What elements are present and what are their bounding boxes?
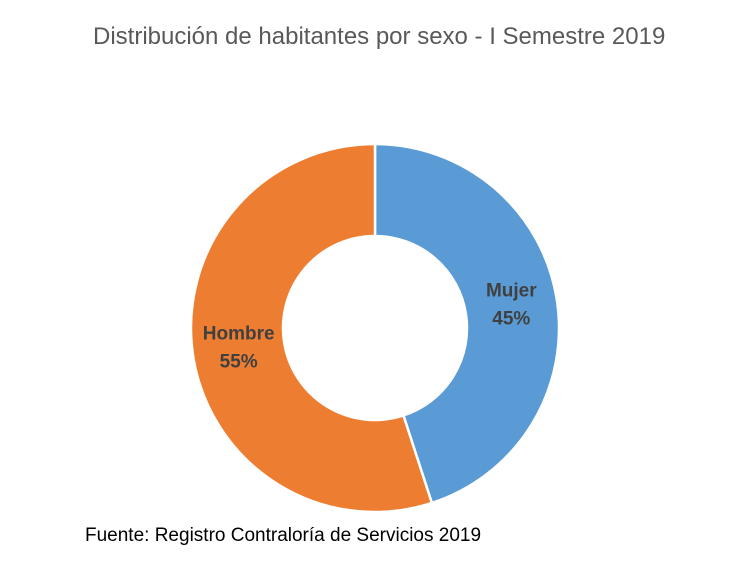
value-label-hombre: 55% xyxy=(220,352,258,373)
value-label-mujer: 45% xyxy=(492,308,530,329)
source-note: Fuente: Registro Contraloría de Servicio… xyxy=(85,525,482,546)
category-label-mujer: Mujer xyxy=(486,280,537,301)
slice-hombre xyxy=(189,142,434,514)
chart-title: Distribución de habitantes por sexo - I … xyxy=(93,23,666,50)
category-label-hombre: Hombre xyxy=(203,324,275,345)
slice-mujer xyxy=(373,142,561,505)
